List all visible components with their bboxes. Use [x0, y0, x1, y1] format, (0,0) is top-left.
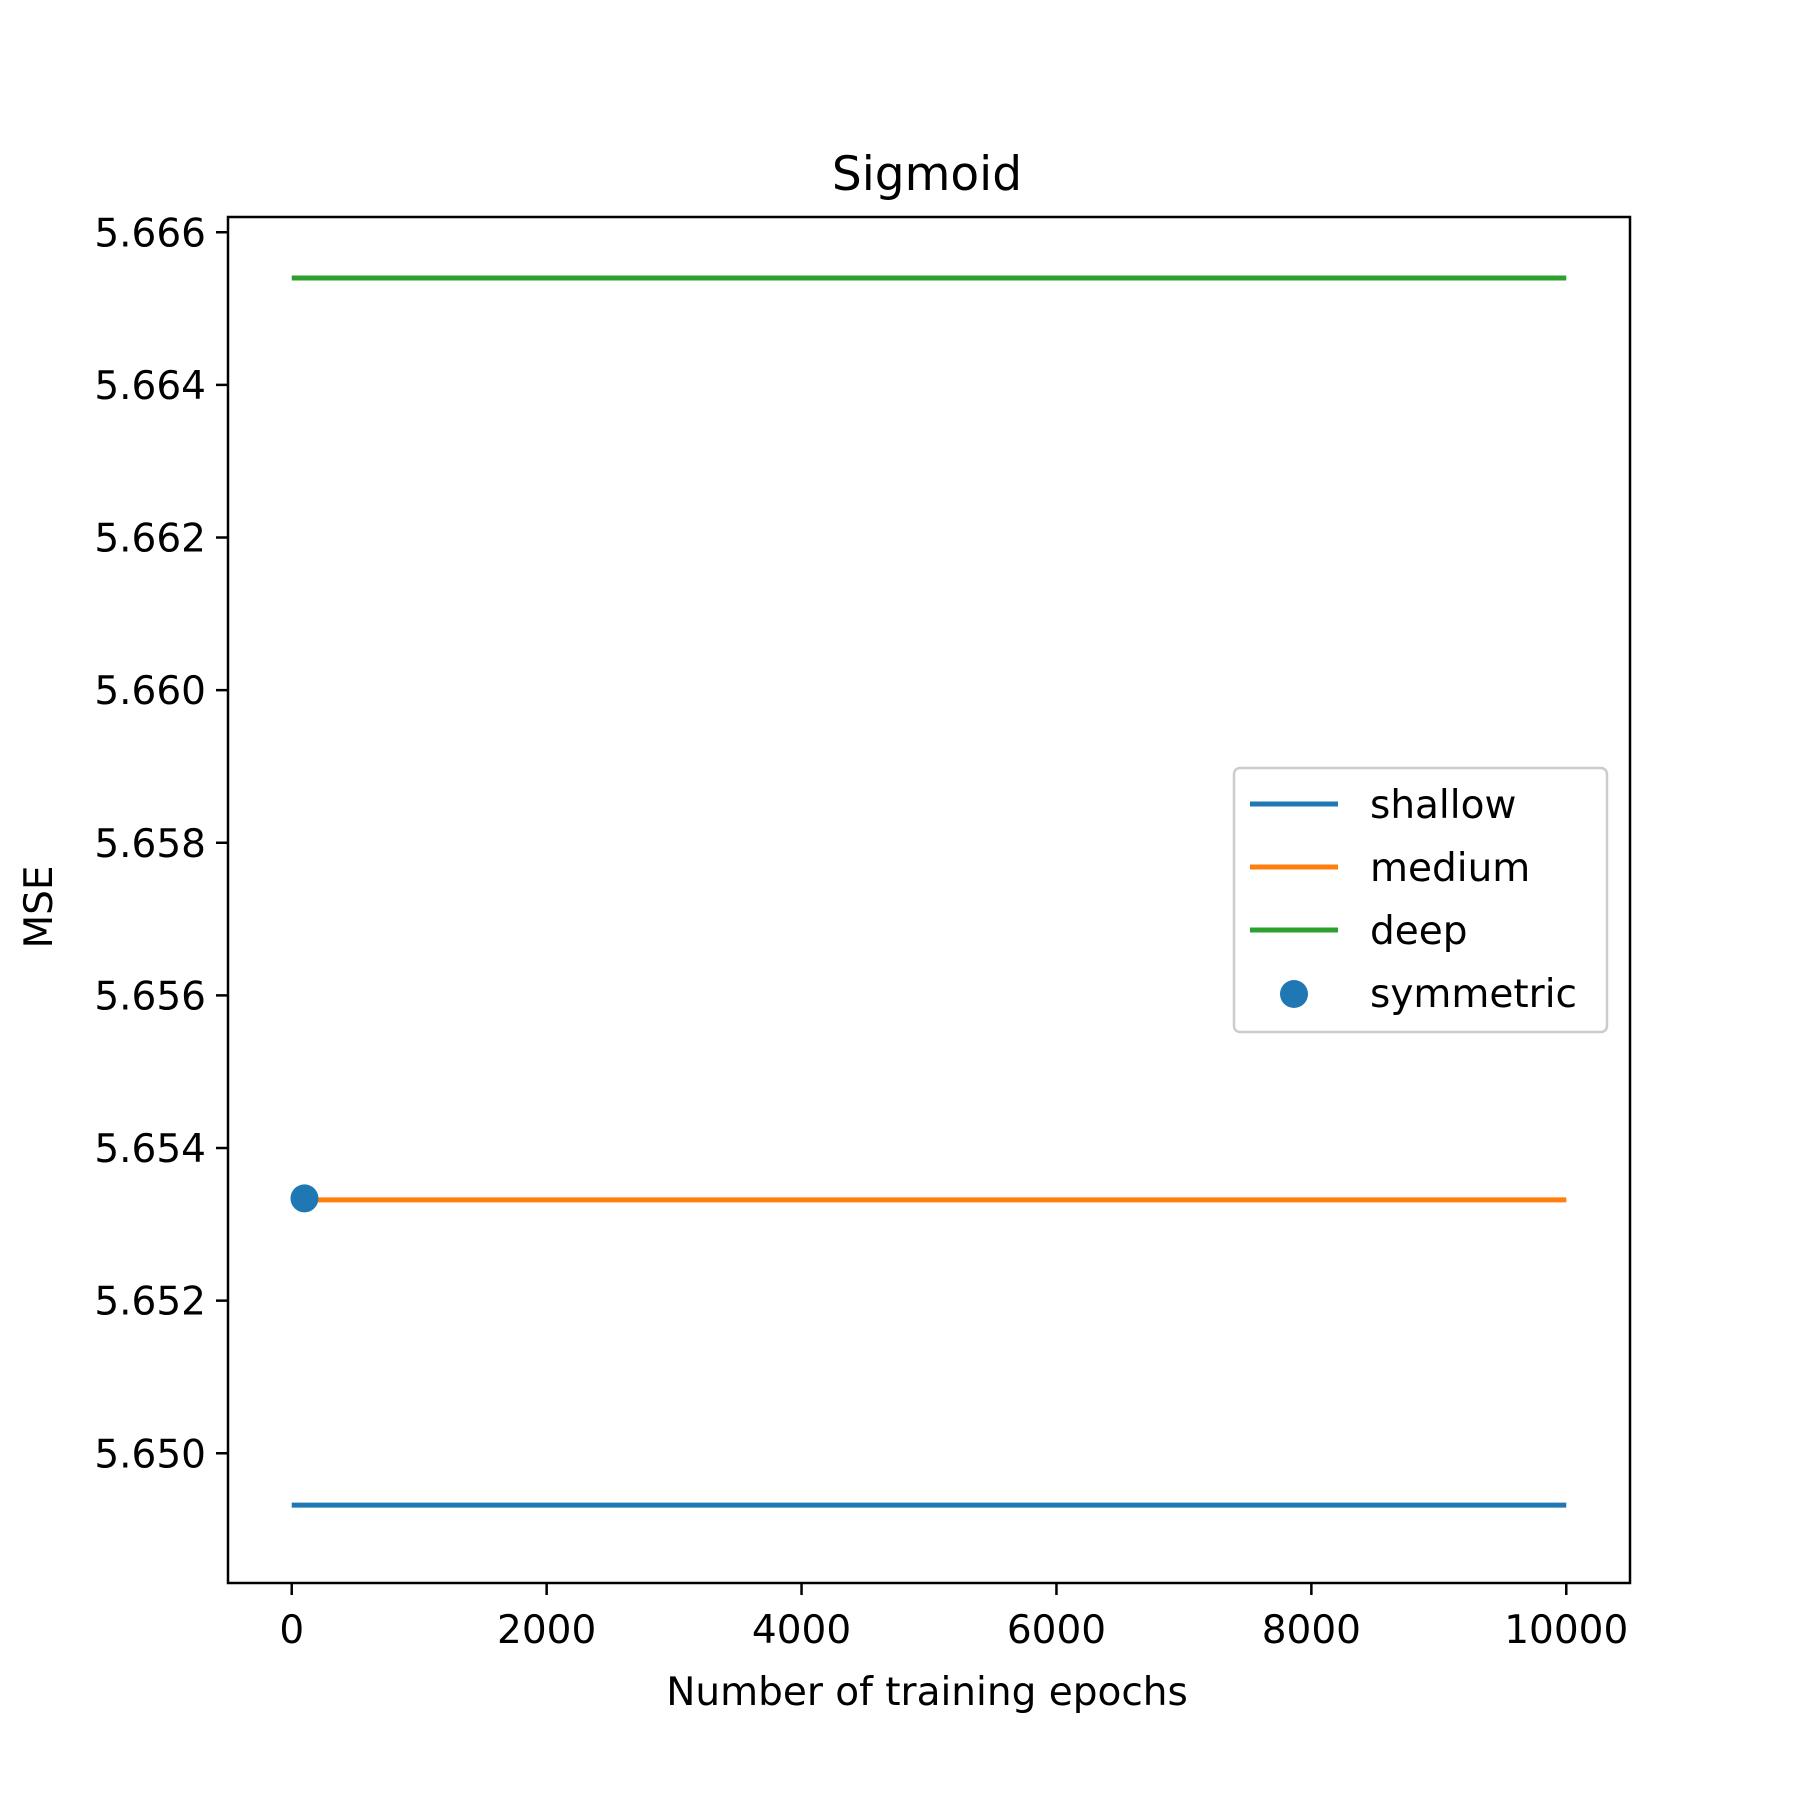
y-tick-label: 5.656	[94, 974, 206, 1019]
legend-box	[1232, 766, 1609, 1034]
y-tick-label: 5.652	[94, 1280, 206, 1325]
y-axis-label: MSE	[17, 865, 62, 948]
y-tick-label: 5.662	[94, 517, 206, 562]
y-tick-label: 5.650	[94, 1432, 206, 1477]
x-tick-label: 0	[279, 1608, 304, 1653]
y-tick-label: 5.654	[94, 1127, 206, 1172]
y-tick-label: 5.666	[94, 211, 206, 256]
x-tick-label: 8000	[1262, 1608, 1361, 1653]
legend-label-symmetric: symmetric	[1370, 972, 1577, 1017]
legend: shallow medium deep symmetric	[1232, 766, 1609, 1034]
scatter-point-symmetric	[290, 1184, 319, 1213]
legend-label-deep: deep	[1370, 909, 1468, 954]
legend-label-shallow: shallow	[1370, 783, 1516, 828]
x-axis-label: Number of training epochs	[666, 1670, 1188, 1715]
x-axis: 0 2000 4000 6000 8000 10000	[279, 1583, 1628, 1653]
plot-area	[290, 275, 1567, 1508]
y-tick-label: 5.658	[94, 822, 206, 867]
x-tick-label: 6000	[1007, 1608, 1106, 1653]
x-tick-label: 4000	[752, 1608, 851, 1653]
axes-frame	[226, 215, 1632, 1585]
chart-title: Sigmoid	[832, 147, 1022, 202]
x-tick-label: 2000	[497, 1608, 596, 1653]
x-tick-label: 10000	[1504, 1608, 1628, 1653]
y-tick-label: 5.660	[94, 669, 206, 714]
y-axis: 5.650 5.652 5.654 5.656 5.658 5.660 5.662 5.664…	[94, 211, 228, 1477]
legend-swatch-symmetric	[1280, 980, 1308, 1008]
y-tick-label: 5.664	[94, 364, 206, 409]
legend-label-medium: medium	[1370, 846, 1530, 891]
